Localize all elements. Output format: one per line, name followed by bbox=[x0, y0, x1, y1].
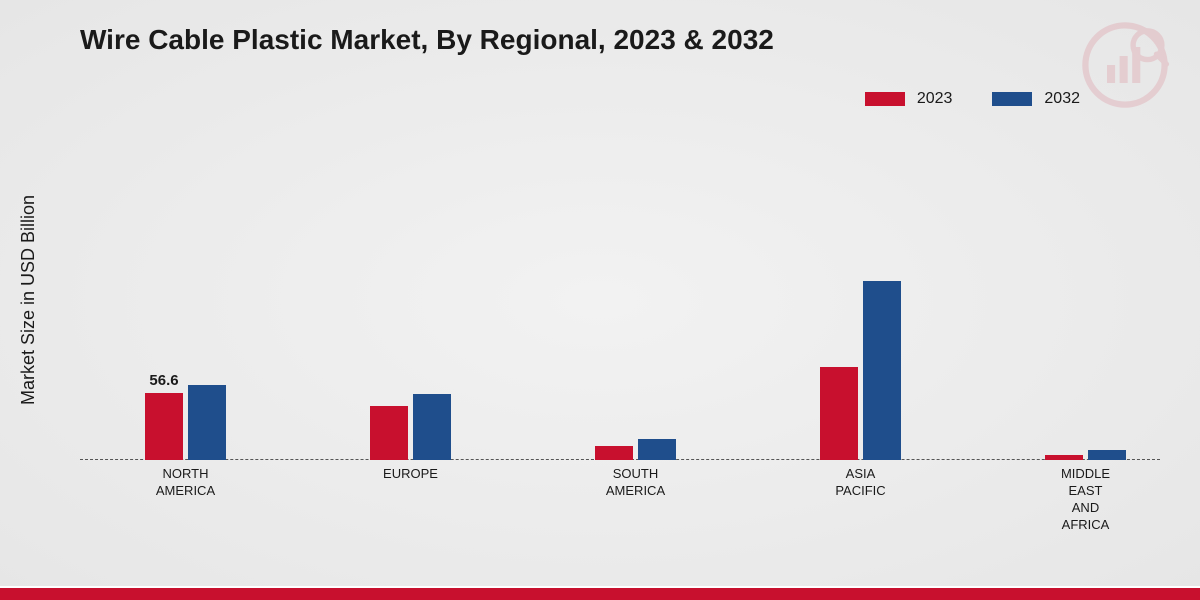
legend-item-2023: 2023 bbox=[865, 90, 953, 108]
bar-group bbox=[370, 394, 451, 460]
x-axis-label: NORTH AMERICA bbox=[156, 466, 215, 500]
bar bbox=[370, 406, 408, 460]
bar-group bbox=[1045, 450, 1126, 460]
bar bbox=[863, 281, 901, 460]
bar bbox=[1088, 450, 1126, 460]
chart-title: Wire Cable Plastic Market, By Regional, … bbox=[80, 24, 774, 56]
bar bbox=[145, 393, 183, 460]
x-axis-label: ASIA PACIFIC bbox=[835, 466, 885, 500]
watermark-logo bbox=[1080, 20, 1170, 110]
x-axis-label: SOUTH AMERICA bbox=[606, 466, 665, 500]
legend-item-2032: 2032 bbox=[992, 90, 1080, 108]
bar bbox=[413, 394, 451, 460]
footer-bar bbox=[0, 588, 1200, 600]
bar bbox=[638, 439, 676, 460]
y-axis-label: Market Size in USD Billion bbox=[18, 195, 39, 405]
bar bbox=[820, 367, 858, 460]
bar-group bbox=[820, 281, 901, 460]
x-axis-label: EUROPE bbox=[383, 466, 438, 483]
legend-label-2023: 2023 bbox=[917, 90, 953, 108]
bar-group bbox=[145, 385, 226, 460]
bar bbox=[1045, 455, 1083, 460]
chart-area: 56.6 bbox=[80, 150, 1160, 460]
legend-swatch-2032 bbox=[992, 92, 1032, 106]
legend-label-2032: 2032 bbox=[1044, 90, 1080, 108]
legend-swatch-2023 bbox=[865, 92, 905, 106]
legend: 2023 2032 bbox=[865, 90, 1080, 108]
bar-group bbox=[595, 439, 676, 460]
bar bbox=[188, 385, 226, 460]
bar bbox=[595, 446, 633, 460]
x-axis-label: MIDDLE EAST AND AFRICA bbox=[1061, 466, 1110, 534]
